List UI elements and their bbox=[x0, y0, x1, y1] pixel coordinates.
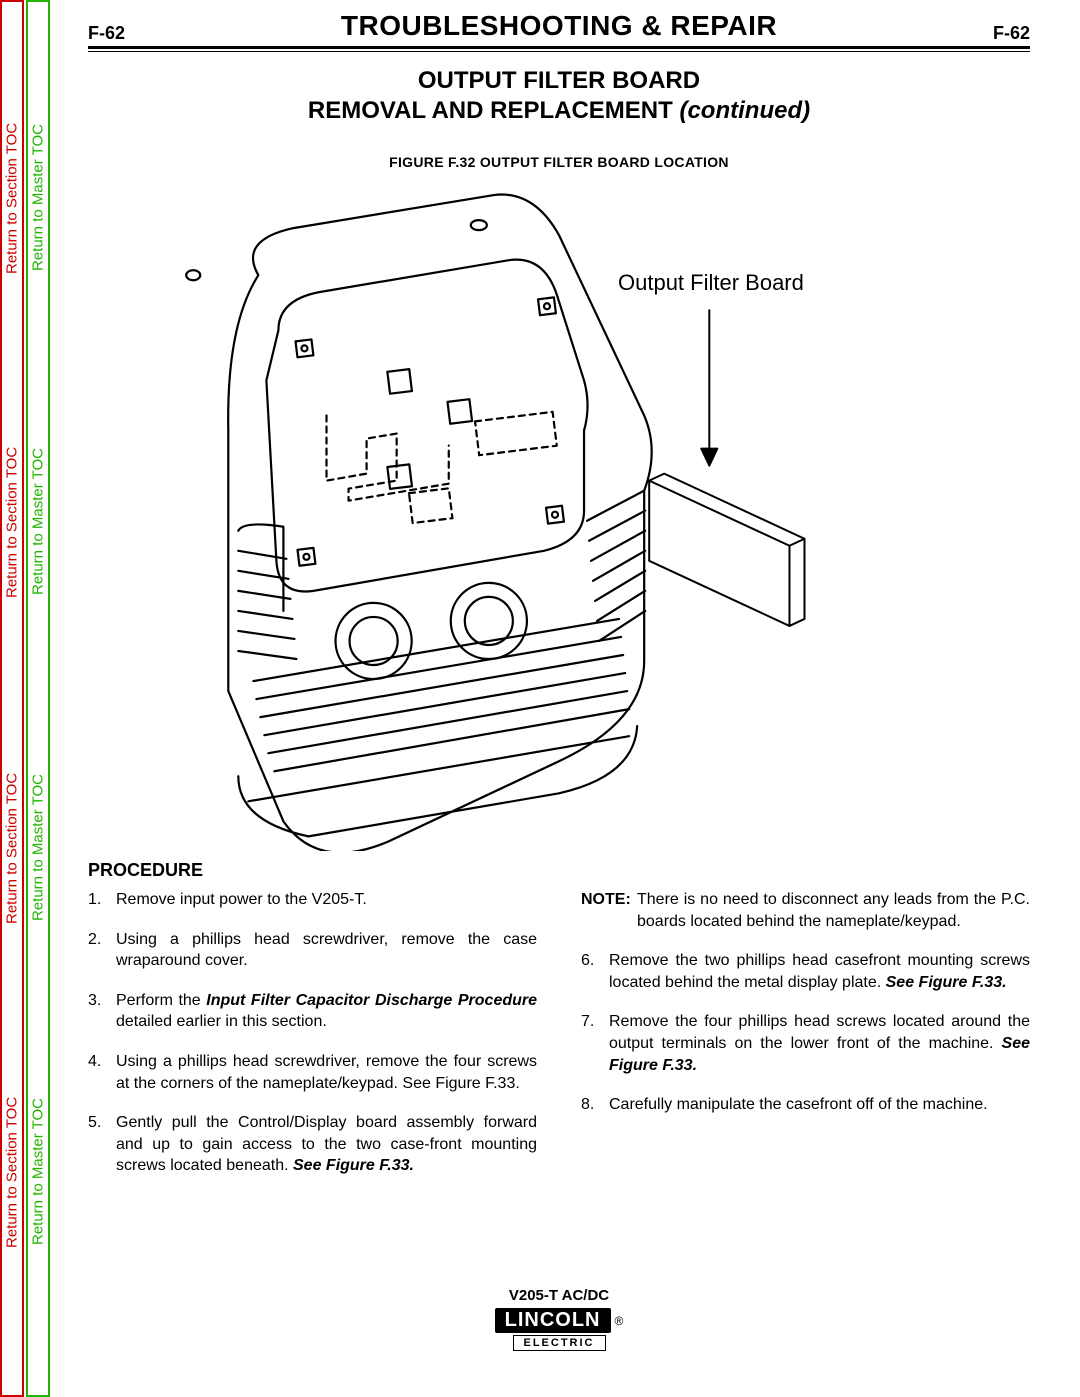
header-rule bbox=[88, 46, 1030, 52]
step-number: 3. bbox=[88, 990, 101, 1012]
screw-icon bbox=[298, 548, 316, 566]
procedure-note: NOTE: There is no need to disconnect any… bbox=[581, 889, 1030, 932]
brand-name: LINCOLN bbox=[495, 1308, 611, 1333]
return-master-toc-link[interactable]: Return to Master TOC bbox=[28, 1032, 48, 1312]
return-section-toc-link[interactable]: Return to Section TOC bbox=[2, 58, 22, 338]
note-label: NOTE: bbox=[581, 889, 631, 911]
return-section-toc-link[interactable]: Return to Section TOC bbox=[2, 1032, 22, 1312]
page-number-left: F-62 bbox=[88, 23, 148, 44]
procedure-step: 2. Using a phillips head screwdriver, rem… bbox=[88, 929, 537, 972]
step-number: 6. bbox=[581, 950, 594, 972]
subtitle: OUTPUT FILTER BOARD REMOVAL AND REPLACEM… bbox=[88, 66, 1030, 126]
procedure-step: 7. Remove the four phillips head screws l… bbox=[581, 1011, 1030, 1076]
screw-icon bbox=[538, 297, 556, 315]
procedure-step: 8. Carefully manipulate the casefront off… bbox=[581, 1094, 1030, 1116]
content-area: F-62 TROUBLESHOOTING & REPAIR F-62 OUTPU… bbox=[88, 10, 1030, 1367]
louver-icon bbox=[253, 619, 629, 771]
footer: V205-T AC/DC LINCOLN ® ELECTRIC bbox=[88, 1287, 1030, 1351]
note-text: There is no need to disconnect any leads… bbox=[637, 891, 1030, 930]
step-text: Gently pull the Control/Display board as… bbox=[116, 1114, 537, 1174]
machine-body-icon bbox=[186, 195, 651, 852]
step-number: 2. bbox=[88, 929, 101, 951]
master-toc-column: Return to Master TOC Return to Master TO… bbox=[26, 0, 50, 1397]
return-section-toc-link[interactable]: Return to Section TOC bbox=[2, 708, 22, 988]
output-filter-board-icon bbox=[649, 474, 804, 626]
brand-sub: ELECTRIC bbox=[513, 1335, 606, 1351]
step-number: 4. bbox=[88, 1051, 101, 1073]
output-terminal-icon bbox=[336, 583, 527, 679]
step-number: 8. bbox=[581, 1094, 594, 1116]
return-master-toc-link[interactable]: Return to Master TOC bbox=[28, 58, 48, 338]
procedure-step: 4. Using a phillips head screwdriver, rem… bbox=[88, 1051, 537, 1094]
subtitle-line2: REMOVAL AND REPLACEMENT bbox=[308, 97, 673, 124]
screw-icon bbox=[546, 506, 564, 524]
return-master-toc-link[interactable]: Return to Master TOC bbox=[28, 708, 48, 988]
registered-icon: ® bbox=[615, 1314, 624, 1328]
page-number-right: F-62 bbox=[970, 23, 1030, 44]
step-text: Remove the two phillips head casefront m… bbox=[609, 952, 1030, 991]
arrow-icon bbox=[701, 310, 717, 465]
step-text: Using a phillips head screwdriver, remov… bbox=[116, 1053, 537, 1092]
figure: Output Filter Board bbox=[88, 180, 1030, 850]
step-text: Perform the Input Filter Capacitor Disch… bbox=[116, 992, 537, 1031]
procedure-step: 5. Gently pull the Control/Display board … bbox=[88, 1112, 537, 1177]
figure-svg bbox=[88, 180, 1030, 851]
subtitle-continued: (continued) bbox=[679, 97, 810, 124]
step-number: 7. bbox=[581, 1011, 594, 1033]
procedure-heading: PROCEDURE bbox=[88, 860, 1030, 881]
procedure-col-left: 1. Remove input power to the V205-T. 2. Usi… bbox=[88, 889, 537, 1195]
step-number: 1. bbox=[88, 889, 101, 911]
procedure-step: 1. Remove input power to the V205-T. bbox=[88, 889, 537, 911]
vent-icon bbox=[238, 524, 296, 659]
section-toc-column: Return to Section TOC Return to Section … bbox=[0, 0, 24, 1397]
procedure-step: 3. Perform the Input Filter Capacitor Dis… bbox=[88, 990, 537, 1033]
return-master-toc-link[interactable]: Return to Master TOC bbox=[28, 382, 48, 662]
procedure-step: 6. Remove the two phillips head casefront… bbox=[581, 950, 1030, 993]
subtitle-line1: OUTPUT FILTER BOARD bbox=[418, 67, 700, 94]
step-text: Carefully manipulate the casefront off o… bbox=[609, 1096, 988, 1113]
procedure-columns: 1. Remove input power to the V205-T. 2. Usi… bbox=[88, 889, 1030, 1195]
step-text: Remove input power to the V205-T. bbox=[116, 891, 367, 908]
step-number: 5. bbox=[88, 1112, 101, 1134]
screw-icon bbox=[296, 339, 314, 357]
figure-caption: FIGURE F.32 OUTPUT FILTER BOARD LOCATION bbox=[88, 154, 1030, 170]
model-label: V205-T AC/DC bbox=[88, 1287, 1030, 1304]
brand-logo: LINCOLN ® ELECTRIC bbox=[88, 1308, 1030, 1351]
page: Return to Section TOC Return to Section … bbox=[0, 0, 1080, 1397]
step-text: Using a phillips head screwdriver, remov… bbox=[116, 931, 537, 970]
procedure-col-right: NOTE: There is no need to disconnect any… bbox=[581, 889, 1030, 1195]
step-text: Remove the four phillips head screws loc… bbox=[609, 1013, 1030, 1073]
section-title: TROUBLESHOOTING & REPAIR bbox=[148, 10, 970, 44]
return-section-toc-link[interactable]: Return to Section TOC bbox=[2, 382, 22, 662]
header-row: F-62 TROUBLESHOOTING & REPAIR F-62 bbox=[88, 10, 1030, 44]
